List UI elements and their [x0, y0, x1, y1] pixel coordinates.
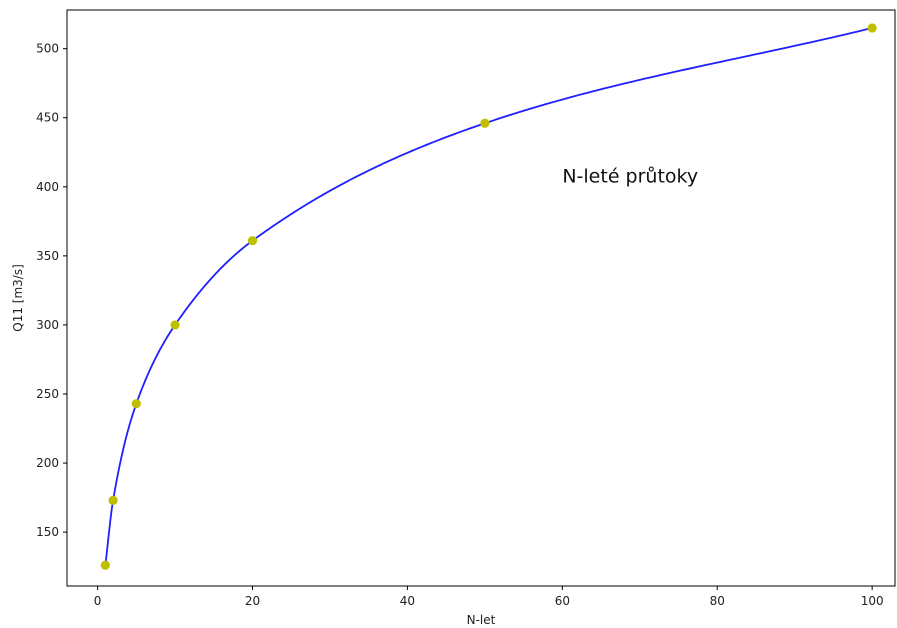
data-point — [170, 320, 180, 330]
plot-frame — [66, 9, 896, 587]
y-tick-label: 250 — [36, 387, 59, 401]
y-tick-label: 400 — [36, 180, 59, 194]
y-tick-label: 450 — [36, 111, 59, 125]
chart-annotation: N-leté průtoky — [562, 166, 698, 188]
plot-area — [100, 23, 877, 570]
x-tick-label: 20 — [245, 594, 260, 608]
y-tick-label: 200 — [36, 456, 59, 470]
y-tick-label: 300 — [36, 318, 59, 332]
data-point — [247, 236, 258, 246]
y-tick-label: 500 — [36, 42, 59, 56]
x-tick-label: 0 — [94, 594, 102, 608]
y-axis-label: Q11 [m3/s] — [11, 264, 25, 332]
data-point — [100, 560, 110, 570]
x-axis-label: N-let — [467, 613, 496, 627]
data-point — [480, 118, 490, 128]
data-point — [867, 23, 877, 33]
x-tick-label: 40 — [400, 594, 415, 608]
data-point — [108, 495, 118, 505]
x-tick-label: 80 — [710, 594, 725, 608]
data-point — [131, 399, 141, 409]
y-tick-label: 150 — [36, 525, 59, 539]
y-tick-label: 350 — [36, 249, 59, 263]
axis-ticks: 0 20 40 60 80 100 150 200 250 300 350 400 450 500 — [36, 42, 884, 608]
x-tick-label: 100 — [861, 594, 884, 608]
x-tick-label: 60 — [555, 594, 570, 608]
